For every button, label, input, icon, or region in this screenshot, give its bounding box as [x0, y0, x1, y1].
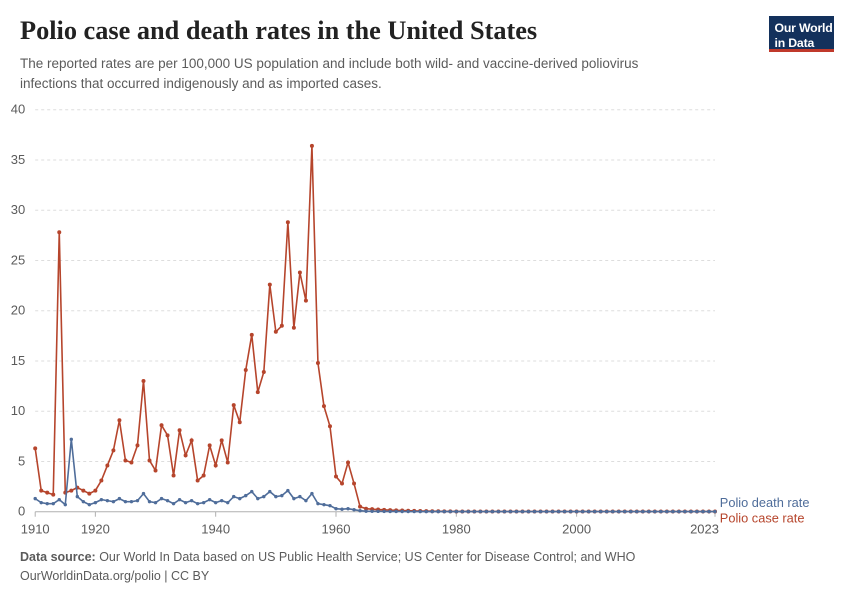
svg-text:5: 5 [18, 453, 25, 468]
svg-text:35: 35 [11, 152, 25, 167]
svg-text:Polio death rate: Polio death rate [720, 495, 810, 510]
svg-text:1960: 1960 [322, 522, 351, 537]
svg-text:30: 30 [11, 202, 25, 217]
svg-text:1920: 1920 [81, 522, 110, 537]
svg-text:1910: 1910 [21, 522, 50, 537]
svg-text:2000: 2000 [562, 522, 591, 537]
svg-text:25: 25 [11, 252, 25, 267]
svg-text:1980: 1980 [442, 522, 471, 537]
svg-text:40: 40 [11, 102, 25, 117]
svg-text:20: 20 [11, 303, 25, 318]
svg-text:1940: 1940 [201, 522, 230, 537]
svg-text:2023: 2023 [690, 522, 719, 537]
svg-text:Polio case rate: Polio case rate [720, 510, 805, 525]
svg-text:0: 0 [18, 504, 25, 519]
svg-text:15: 15 [11, 353, 25, 368]
svg-text:10: 10 [11, 403, 25, 418]
